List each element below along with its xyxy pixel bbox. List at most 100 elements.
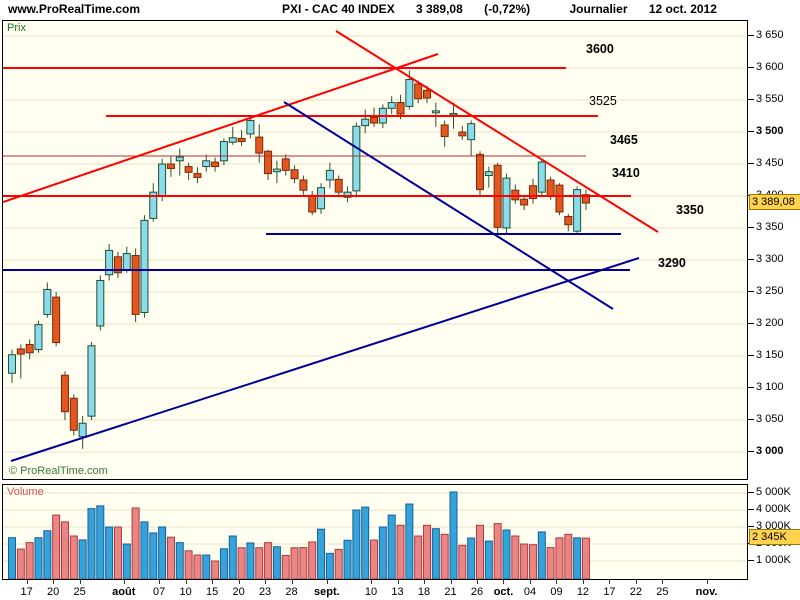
volume-bar xyxy=(281,554,290,579)
volume-bar xyxy=(581,537,590,579)
price-axis-tick xyxy=(748,259,754,260)
volume-bar xyxy=(502,529,511,579)
rising-red-trendline[interactable] xyxy=(3,53,439,203)
time-tick-label: oct. xyxy=(493,586,514,598)
time-axis-tick xyxy=(662,579,664,584)
candle-body xyxy=(361,118,370,127)
volume-chart-canvas[interactable] xyxy=(3,485,747,579)
volume-tick-label: 3 000K xyxy=(756,520,791,532)
time-axis-tick xyxy=(291,579,293,584)
volume-tick-label: 1 000K xyxy=(756,554,791,566)
falling-blue-trendline[interactable] xyxy=(283,101,614,310)
volume-bar xyxy=(166,536,175,579)
candle-body xyxy=(175,156,184,162)
volume-bar xyxy=(343,539,352,579)
time-tick-label: 12 xyxy=(576,586,590,598)
volume-axis-tick xyxy=(748,492,754,493)
candle-body xyxy=(387,102,396,109)
volume-bar xyxy=(370,539,379,579)
time-axis-tick xyxy=(582,579,584,584)
volume-bar xyxy=(140,521,149,579)
volume-bar xyxy=(555,537,564,579)
candle-body xyxy=(105,249,114,276)
price-tick-label: 3 650 xyxy=(756,29,784,41)
candle-body xyxy=(299,179,308,191)
candle-body xyxy=(405,79,414,107)
price-axis-tick xyxy=(748,227,754,228)
time-axis-tick xyxy=(609,579,611,584)
candle-body xyxy=(113,256,122,274)
volume-bar xyxy=(378,526,387,579)
candle-body xyxy=(52,296,61,344)
time-tick-label: 28 xyxy=(285,586,298,598)
candle-body xyxy=(396,102,405,115)
time-axis-tick xyxy=(397,579,399,584)
price-axis-tick xyxy=(748,451,754,452)
candle-body xyxy=(573,189,582,232)
time-tick-label: nov. xyxy=(695,586,718,598)
price-tick-label: 3 550 xyxy=(756,93,784,105)
level-label: 3600 xyxy=(586,42,614,56)
time-tick-label: 13 xyxy=(391,586,404,598)
volume-pane-label: Volume xyxy=(7,486,44,498)
candle-body xyxy=(272,168,281,173)
candle-body xyxy=(193,173,202,178)
volume-bar xyxy=(573,537,582,579)
candle-body xyxy=(149,191,158,219)
candle-body xyxy=(202,160,211,168)
price-tick-label: 3 150 xyxy=(756,349,784,361)
time-axis-tick xyxy=(371,579,373,584)
candle-body xyxy=(184,166,193,173)
brand-link[interactable]: www.ProRealTime.com xyxy=(8,2,141,16)
volume-bar xyxy=(8,537,16,579)
time-tick-label: 15 xyxy=(205,586,219,598)
candle-body xyxy=(60,374,69,413)
candle-body xyxy=(352,125,361,192)
candle-body xyxy=(122,253,131,271)
price-axis-tick xyxy=(748,99,754,100)
volume-bar xyxy=(78,539,87,579)
volume-bar xyxy=(193,554,202,579)
time-tick-label: 26 xyxy=(470,586,484,598)
volume-bar xyxy=(449,491,458,579)
candle-body xyxy=(87,345,96,417)
copyright-watermark: © ProRealTime.com xyxy=(9,465,108,477)
price-tick-label: 3 350 xyxy=(756,221,784,233)
volume-bar xyxy=(43,530,52,579)
candle-body xyxy=(308,194,317,213)
price-chart-canvas[interactable] xyxy=(3,21,747,479)
price-axis-tick xyxy=(748,35,754,36)
volume-bar xyxy=(113,526,122,579)
price-tick-label: 3 250 xyxy=(756,285,784,297)
time-tick-label: 20 xyxy=(232,586,245,598)
volume-bar xyxy=(122,543,131,579)
volume-bar xyxy=(317,528,326,579)
candle-body xyxy=(537,161,546,193)
candle-body xyxy=(467,123,476,141)
price-axis-tick xyxy=(748,67,754,68)
level-label: 3525 xyxy=(589,94,617,108)
falling-red-trendline[interactable] xyxy=(335,30,659,233)
time-tick-label: 17 xyxy=(603,586,616,598)
volume-bar xyxy=(458,544,467,579)
price-pane-label: Prix xyxy=(7,22,26,34)
instrument-name: PXI - CAC 40 INDEX xyxy=(282,2,395,16)
time-axis-tick xyxy=(503,579,505,584)
volume-bar xyxy=(69,535,78,579)
candle-body xyxy=(502,177,511,229)
volume-bar xyxy=(511,535,520,579)
volume-bar xyxy=(34,537,43,579)
volume-tick-label: 5 000K xyxy=(756,486,791,498)
candle-body xyxy=(520,198,529,206)
timeframe: Journalier xyxy=(569,2,628,16)
candle-body xyxy=(166,163,175,169)
rising-blue-trendline[interactable] xyxy=(10,257,640,462)
time-tick-label: sept. xyxy=(314,586,340,598)
time-tick-label: 10 xyxy=(364,586,378,598)
level-label: 3290 xyxy=(658,256,686,270)
candle-body xyxy=(564,215,573,226)
time-axis-tick xyxy=(326,579,328,584)
chart-title: PXI - CAC 40 INDEX 3 389,08 (-0,72%) Jou… xyxy=(282,2,735,17)
volume-bar xyxy=(325,552,334,579)
volume-pane: Volume xyxy=(2,484,748,580)
